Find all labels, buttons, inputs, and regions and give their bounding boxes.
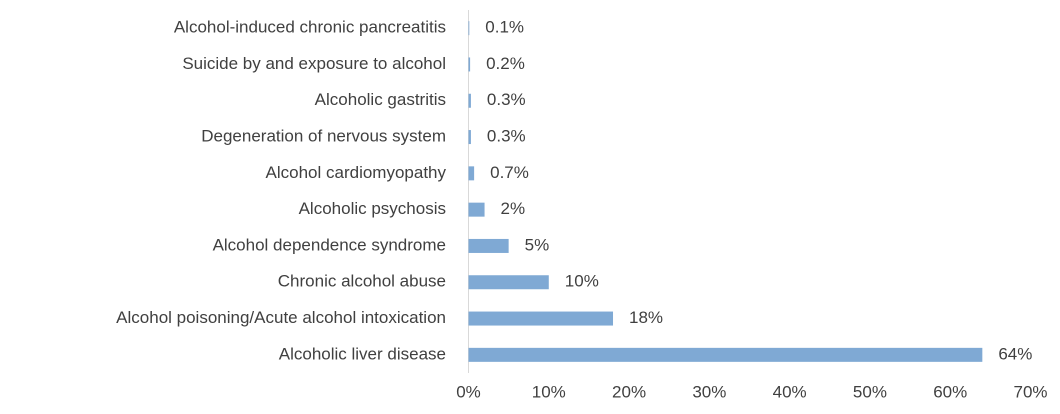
- y-tick-label: Alcoholic gastritis: [315, 90, 446, 109]
- x-tick-label: 20%: [612, 382, 646, 401]
- y-tick-label: Degeneration of nervous system: [201, 127, 446, 146]
- value-label: 64%: [998, 344, 1032, 363]
- x-tick-label: 30%: [692, 382, 726, 401]
- y-tick-label: Alcohol-induced chronic pancreatitis: [174, 18, 446, 37]
- y-tick-label: Alcoholic psychosis: [299, 199, 446, 218]
- bar: [468, 130, 471, 145]
- value-label: 2%: [501, 199, 526, 218]
- y-tick-label: Alcohol dependence syndrome: [213, 235, 446, 254]
- value-label: 18%: [629, 308, 663, 327]
- bar: [468, 311, 614, 326]
- x-tick-label: 0%: [456, 382, 481, 401]
- y-tick-label: Chronic alcohol abuse: [278, 272, 446, 291]
- value-label: 10%: [565, 272, 599, 291]
- y-tick-label: Alcohol poisoning/Acute alcohol intoxica…: [116, 308, 446, 327]
- bar: [468, 93, 471, 108]
- value-label: 0.3%: [487, 127, 526, 146]
- x-tick-label: 70%: [1013, 382, 1047, 401]
- value-label: 0.3%: [487, 90, 526, 109]
- y-tick-label: Alcohol cardiomyopathy: [266, 163, 447, 182]
- value-label: 5%: [525, 235, 550, 254]
- value-label: 0.7%: [490, 163, 529, 182]
- x-tick-label: 60%: [933, 382, 967, 401]
- x-tick-label: 40%: [773, 382, 807, 401]
- x-tick-label: 10%: [532, 382, 566, 401]
- value-label: 0.2%: [486, 54, 525, 73]
- bar: [468, 21, 470, 36]
- y-tick-label: Suicide by and exposure to alcohol: [182, 54, 446, 73]
- bar: [468, 202, 485, 217]
- bar: [468, 238, 509, 253]
- x-tick-label: 50%: [853, 382, 887, 401]
- value-label: 0.1%: [485, 18, 524, 37]
- bar: [468, 275, 549, 290]
- y-tick-label: Alcoholic liver disease: [279, 344, 446, 363]
- bar: [468, 347, 983, 362]
- bar: [468, 57, 471, 72]
- bar: [468, 166, 475, 181]
